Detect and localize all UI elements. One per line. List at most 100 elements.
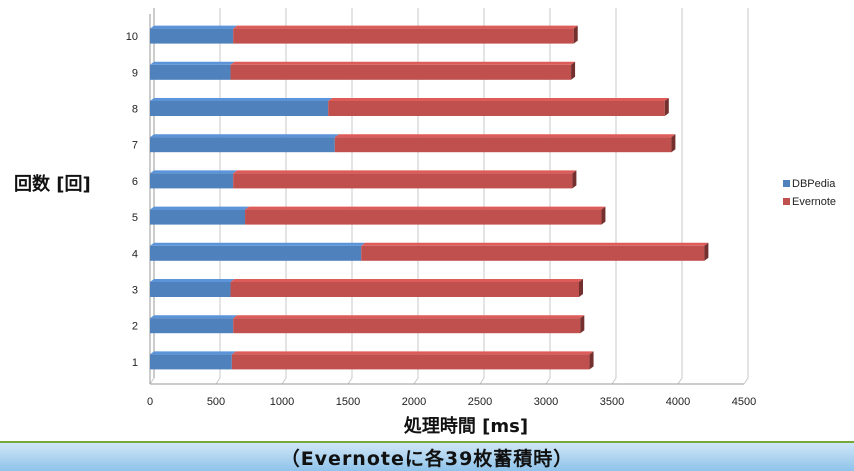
x-tick-label: 3500 (600, 396, 624, 408)
gridline-floor (479, 377, 485, 385)
y-axis-title: 回数 [回] (14, 173, 91, 195)
bar-end-face (601, 206, 606, 225)
x-tick-label: 2500 (468, 396, 492, 408)
y-tick-label: 1 (132, 357, 138, 369)
bar-end-face (580, 315, 585, 334)
legend-label-evernote: Evernote (792, 196, 836, 208)
bar-front-face (245, 209, 602, 225)
bar-top-face (150, 315, 238, 319)
bar-top-face (150, 279, 235, 282)
gridline-floor (677, 377, 683, 385)
caption: （Evernoteに各39枚蓄積時） (280, 447, 574, 470)
bar-end-face (671, 134, 676, 153)
y-tick-label: 6 (132, 176, 138, 188)
bar-dbpedia-1 (150, 351, 236, 370)
bar-top-face (150, 134, 339, 138)
bar-dbpedia-6 (150, 170, 238, 189)
bar-end-face (579, 279, 583, 297)
bar-dbpedia-5 (150, 206, 250, 225)
gridline-floor (149, 377, 155, 385)
caption-band: （Evernoteに各39枚蓄積時） (0, 441, 854, 471)
x-axis-title: 処理時間 [ms] (404, 415, 528, 437)
bar-top-face (150, 98, 333, 101)
x-tick-label: 0 (147, 396, 153, 408)
gridline-floor (611, 377, 617, 385)
bar-dbpedia-10 (150, 25, 238, 44)
bar-top-face (230, 61, 576, 65)
bar-front-face (233, 173, 573, 189)
bar-top-face (231, 351, 594, 355)
x-tick-label: 4000 (666, 396, 690, 408)
legend-label-dbpedia: DBPedia (792, 178, 836, 190)
bar-front-face (150, 245, 362, 261)
bar-evernote-8 (328, 98, 669, 116)
bar-evernote-10 (233, 25, 578, 44)
x-tick-label: 4500 (732, 396, 756, 408)
bar-front-face (150, 173, 234, 189)
bar-evernote-7 (334, 134, 676, 153)
bar-top-face (230, 279, 583, 282)
bar-top-face (245, 206, 606, 210)
bar-evernote-4 (361, 242, 709, 261)
x-tick-label: 2000 (402, 396, 426, 408)
bar-front-face (150, 137, 335, 153)
x-tick-label: 3000 (534, 396, 558, 408)
y-tick-label: 3 (132, 285, 138, 297)
gridline-floor (413, 377, 419, 385)
bar-end-face (704, 242, 709, 261)
bar-top-face (150, 206, 250, 210)
bar-end-face (572, 170, 577, 189)
bar-front-face (328, 101, 665, 116)
bar-dbpedia-3 (150, 279, 235, 297)
bar-end-face (664, 98, 669, 116)
bar-evernote-2 (233, 315, 585, 334)
bar-front-face (231, 354, 590, 370)
y-tick-label: 9 (132, 67, 138, 79)
y-tick-label: 2 (132, 321, 138, 333)
legend-swatch-dbpedia (783, 180, 790, 187)
bar-front-face (150, 354, 232, 370)
y-tick-labels: 1 2 3 4 5 6 7 8 9 10 (126, 31, 138, 369)
bar-front-face (150, 318, 234, 334)
x-tick-labels: 0 500 1000 1500 2000 2500 3000 3500 4000 4500 (147, 396, 756, 408)
bar-dbpedia-2 (150, 315, 238, 334)
bar-evernote-5 (245, 206, 606, 225)
y-tick-label: 8 (132, 104, 138, 116)
legend-swatch-evernote (783, 198, 790, 205)
bar-top-face (361, 242, 709, 246)
bar-top-face (233, 315, 585, 319)
bar-front-face (361, 245, 705, 261)
bar-top-face (334, 134, 676, 138)
gridline-floor (215, 377, 221, 385)
legend: DBPedia Evernote (783, 178, 836, 208)
x-tick-label: 500 (207, 396, 225, 408)
gridline-floor (281, 377, 287, 385)
bar-dbpedia-9 (150, 61, 235, 80)
bar-top-face (150, 242, 366, 246)
bar-end-face (571, 61, 576, 80)
gridline-floor (545, 377, 551, 385)
bar-front-face (150, 209, 246, 225)
bar-front-face (150, 282, 231, 297)
bar-front-face (230, 282, 579, 297)
y-tick-label: 5 (132, 212, 138, 224)
x-tick-label: 1500 (336, 396, 360, 408)
bar-front-face (150, 28, 234, 44)
bar-front-face (233, 318, 581, 334)
bar-front-face (334, 137, 672, 153)
y-tick-label: 10 (126, 31, 138, 43)
bar-front-face (150, 101, 329, 116)
bar-dbpedia-8 (150, 98, 333, 116)
gridline-floor (743, 377, 749, 385)
bar-end-face (589, 351, 594, 370)
bar-top-face (150, 170, 238, 174)
y-tick-label: 4 (132, 248, 138, 260)
bar-evernote-9 (230, 61, 576, 80)
bar-top-face (150, 25, 238, 29)
gridline-floor (347, 377, 353, 385)
bar-top-face (150, 351, 236, 355)
bar-evernote-6 (233, 170, 577, 189)
bar-top-face (233, 25, 578, 29)
chart: 0 500 1000 1500 2000 2500 3000 3500 4000 4500 1 2 3… (14, 8, 836, 437)
bar-top-face (233, 170, 577, 174)
